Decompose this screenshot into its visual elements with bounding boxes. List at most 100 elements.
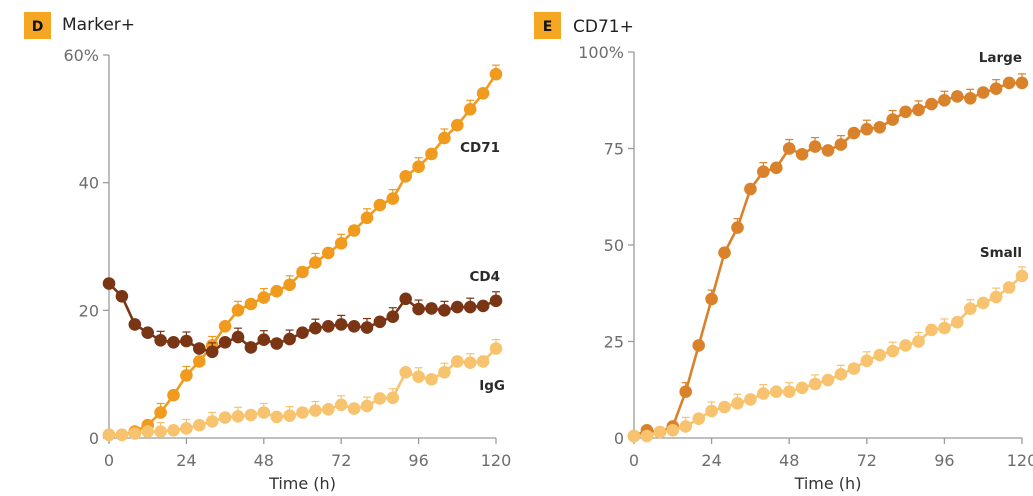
data-point bbox=[757, 387, 770, 400]
series-igg: IgG bbox=[102, 339, 505, 442]
x-tick-label: 24 bbox=[176, 451, 196, 470]
data-point bbox=[154, 334, 167, 347]
y-tick-label: 0 bbox=[89, 429, 99, 448]
data-point bbox=[283, 332, 296, 346]
data-point bbox=[386, 310, 400, 324]
data-point bbox=[231, 330, 245, 344]
series-label: IgG bbox=[479, 378, 505, 394]
data-point bbox=[873, 348, 886, 362]
series-label: CD71 bbox=[460, 140, 500, 156]
data-point bbox=[925, 97, 938, 111]
data-point bbox=[244, 297, 258, 311]
data-point bbox=[886, 344, 899, 358]
data-point bbox=[964, 302, 977, 316]
data-point bbox=[347, 320, 361, 333]
x-axis-label: Time (h) bbox=[268, 474, 336, 493]
data-point bbox=[283, 278, 296, 292]
data-point bbox=[231, 304, 245, 317]
data-point bbox=[128, 318, 142, 331]
data-point bbox=[334, 398, 348, 412]
series-label: Large bbox=[979, 50, 1022, 66]
x-tick-label: 72 bbox=[331, 451, 351, 470]
data-point bbox=[847, 362, 861, 375]
data-point bbox=[399, 366, 413, 379]
data-point bbox=[782, 142, 796, 155]
data-point bbox=[834, 138, 848, 151]
y-tick-label: 60% bbox=[63, 46, 99, 65]
x-tick-label: 48 bbox=[779, 451, 799, 470]
data-point bbox=[451, 118, 464, 132]
data-point bbox=[1015, 269, 1029, 283]
data-point bbox=[167, 336, 180, 349]
data-point bbox=[360, 211, 374, 225]
data-point bbox=[270, 337, 284, 350]
data-point bbox=[989, 290, 1003, 304]
data-point bbox=[718, 246, 731, 259]
data-point bbox=[180, 369, 193, 382]
data-point bbox=[386, 192, 400, 205]
data-point bbox=[821, 373, 835, 387]
series-line bbox=[108, 282, 497, 354]
data-point bbox=[167, 424, 180, 437]
data-point bbox=[218, 320, 232, 333]
data-point bbox=[438, 131, 451, 145]
data-point bbox=[283, 409, 296, 423]
data-point bbox=[296, 326, 309, 340]
data-point bbox=[412, 370, 425, 384]
x-tick-label: 0 bbox=[104, 451, 114, 470]
data-point bbox=[834, 368, 848, 381]
data-point bbox=[938, 94, 951, 107]
x-tick-label: 24 bbox=[701, 451, 721, 470]
x-tick-label: 72 bbox=[857, 451, 877, 470]
data-point bbox=[167, 388, 180, 402]
series-cd71: CD71 bbox=[102, 64, 503, 442]
data-point bbox=[679, 385, 692, 399]
data-point bbox=[1015, 76, 1029, 90]
data-point bbox=[951, 90, 964, 103]
y-tick-label: 25 bbox=[604, 333, 624, 352]
chart-panel-e: E CD71+ 0 25 50 75 100% 0 24 48 72 96 120 Time (h) Lar… bbox=[534, 12, 1033, 493]
y-tick-label: 75 bbox=[604, 140, 624, 159]
data-point bbox=[489, 67, 503, 81]
data-point bbox=[964, 92, 977, 105]
y-tick-label: 20 bbox=[79, 301, 99, 320]
data-point bbox=[438, 366, 451, 379]
data-point bbox=[270, 410, 284, 424]
data-point bbox=[451, 300, 464, 314]
data-point bbox=[808, 377, 822, 391]
data-point bbox=[653, 425, 667, 439]
data-point bbox=[218, 336, 232, 349]
data-point bbox=[128, 427, 142, 440]
data-point bbox=[102, 277, 116, 290]
data-point bbox=[925, 323, 938, 337]
data-point bbox=[141, 326, 154, 340]
data-point bbox=[425, 147, 438, 161]
data-point bbox=[244, 341, 258, 354]
data-point bbox=[347, 224, 361, 237]
data-point bbox=[744, 393, 757, 406]
data-point bbox=[193, 355, 206, 368]
data-point bbox=[666, 424, 680, 437]
data-point bbox=[386, 391, 400, 405]
data-point bbox=[757, 165, 770, 178]
data-point bbox=[399, 170, 413, 183]
panel-badge bbox=[24, 12, 51, 39]
data-point bbox=[309, 256, 322, 269]
data-point bbox=[463, 356, 477, 370]
data-point bbox=[296, 406, 309, 419]
data-point bbox=[705, 292, 718, 306]
data-point bbox=[334, 318, 348, 331]
panel-label: E bbox=[543, 19, 553, 35]
data-point bbox=[322, 403, 335, 416]
series-line bbox=[634, 274, 1023, 438]
data-point bbox=[938, 321, 951, 335]
data-point bbox=[989, 82, 1003, 95]
data-point bbox=[489, 342, 503, 355]
panel-title: Marker+ bbox=[62, 15, 135, 35]
data-point bbox=[257, 291, 271, 304]
data-point bbox=[770, 385, 783, 399]
data-point bbox=[770, 161, 783, 175]
data-point bbox=[218, 411, 232, 424]
data-point bbox=[463, 103, 477, 116]
